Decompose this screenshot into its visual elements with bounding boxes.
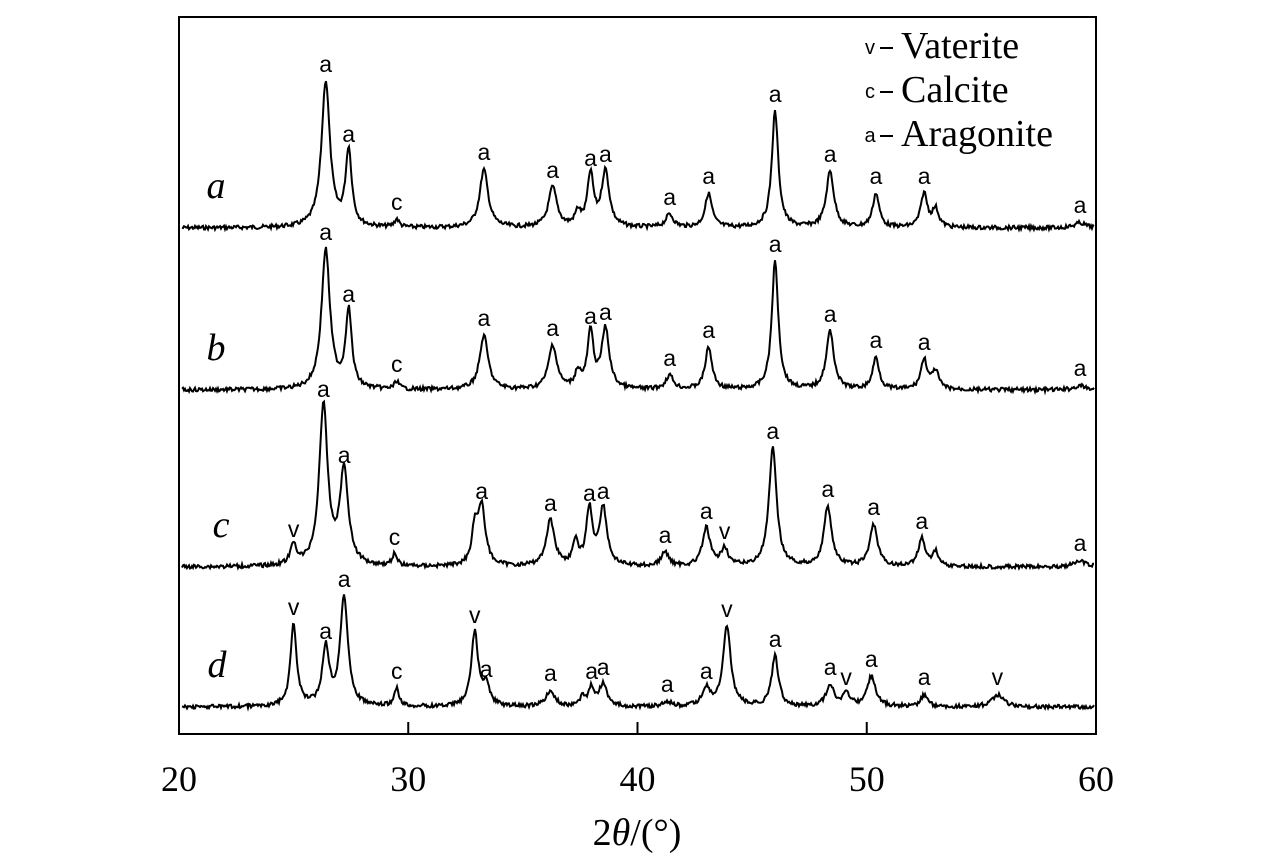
peak-label: a	[769, 81, 782, 107]
peak-label: a	[663, 184, 676, 210]
peak-label: a	[319, 618, 332, 644]
peak-label: a	[700, 498, 713, 524]
peak-label: a	[584, 145, 597, 171]
peak-label: a	[824, 141, 837, 167]
peak-label: a	[584, 303, 597, 329]
peak-label: v	[469, 602, 481, 628]
peak-label: v	[840, 664, 852, 690]
peak-label: a	[1074, 192, 1087, 218]
peak-label: a	[865, 646, 878, 672]
x-axis-title: 2θ/(°)	[593, 812, 682, 854]
series-line-a	[181, 80, 1095, 233]
peak-label: c	[391, 351, 403, 377]
peak-label: a	[599, 141, 612, 167]
peak-label: a	[918, 664, 931, 690]
peak-label: v	[288, 594, 300, 620]
peak-label: c	[391, 189, 403, 215]
peak-label: a	[702, 317, 715, 343]
peak-label: a	[478, 305, 491, 331]
peak-label: a	[475, 478, 488, 504]
peak-label: a	[663, 345, 676, 371]
peak-label: c	[389, 524, 401, 550]
peak-label: a	[870, 163, 883, 189]
peak-label: a	[597, 654, 610, 680]
peak-label: a	[867, 494, 880, 520]
peak-label: a	[583, 480, 596, 506]
peak-label: a	[1074, 530, 1087, 556]
x-axis-ticks: 20 30 40 50 60	[161, 722, 1114, 799]
x-tick-label: 60	[1078, 759, 1114, 799]
peak-label: a	[317, 376, 330, 402]
series-label-a: a	[207, 165, 226, 207]
peak-label: a	[319, 219, 332, 245]
legend-label: Calcite	[901, 69, 1009, 111]
legend-label: Vaterite	[901, 25, 1019, 67]
peak-label: a	[599, 299, 612, 325]
peak-label: v	[719, 518, 731, 544]
peak-label: a	[342, 121, 355, 147]
peak-label: a	[478, 139, 491, 165]
peak-label: a	[821, 476, 834, 502]
legend: v Vaterite c Calcite a Aragonite	[864, 25, 1053, 155]
series-label-b: b	[207, 327, 226, 369]
peak-label: a	[918, 163, 931, 189]
peak-label: v	[721, 596, 733, 622]
peak-label: c	[391, 658, 403, 684]
peak-label: a	[480, 656, 493, 682]
peak-label: a	[915, 508, 928, 534]
peak-label: a	[824, 301, 837, 327]
peak-label: a	[1074, 355, 1087, 381]
peak-label: v	[288, 516, 300, 542]
series-line-c	[181, 399, 1094, 571]
peak-label: a	[824, 654, 837, 680]
series-curves	[181, 80, 1095, 712]
peak-label: a	[546, 157, 559, 183]
peak-label: a	[338, 442, 351, 468]
x-tick-label: 50	[849, 759, 885, 799]
legend-symbol: c	[865, 81, 875, 103]
legend-symbol: a	[864, 125, 876, 147]
series-line-d	[181, 594, 1095, 712]
peak-label: a	[769, 626, 782, 652]
peak-label: a	[319, 51, 332, 77]
peak-label: a	[585, 658, 598, 684]
x-tick-label: 20	[161, 759, 197, 799]
peak-label: a	[597, 478, 610, 504]
peak-label: a	[700, 658, 713, 684]
peak-label: a	[661, 671, 674, 697]
peak-label: a	[766, 418, 779, 444]
series-label-d: d	[208, 644, 228, 686]
peak-label: a	[659, 522, 672, 548]
peak-label: a	[338, 566, 351, 592]
series-line-b	[181, 246, 1095, 396]
peak-label: a	[342, 281, 355, 307]
series-label-c: c	[213, 504, 230, 546]
legend-symbol: v	[865, 37, 875, 59]
peak-label: a	[546, 315, 559, 341]
peak-label: a	[544, 490, 557, 516]
legend-label: Aragonite	[901, 113, 1053, 155]
peak-label: a	[769, 231, 782, 257]
peak-label: v	[992, 664, 1004, 690]
peak-label: a	[702, 163, 715, 189]
peak-label: a	[544, 660, 557, 686]
peak-label: a	[870, 327, 883, 353]
series-labels: a b c d	[207, 165, 230, 686]
x-tick-label: 30	[390, 759, 426, 799]
x-tick-label: 40	[620, 759, 656, 799]
peak-label: a	[918, 329, 931, 355]
